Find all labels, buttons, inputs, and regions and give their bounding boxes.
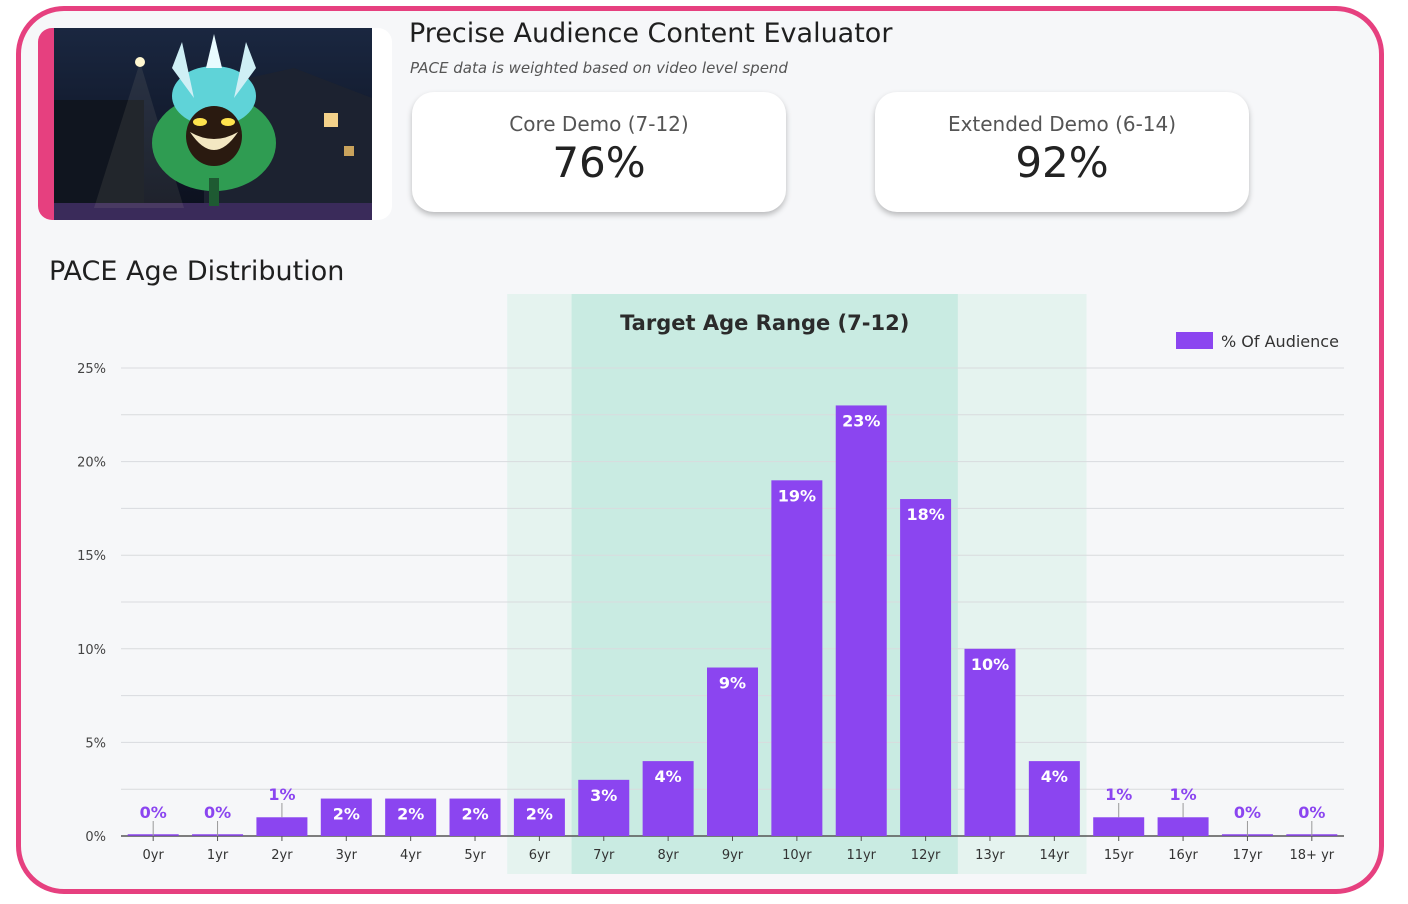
bar-10yr	[771, 480, 823, 836]
y-tick-label: 25%	[77, 362, 106, 377]
data-label-14yr: 4%	[1041, 767, 1068, 786]
thumbnail-image	[54, 28, 372, 220]
x-tick-label: 16yr	[1168, 848, 1198, 863]
kpi-extended-demo: Extended Demo (6-14) 92%	[875, 92, 1249, 212]
x-tick-label: 11yr	[846, 848, 876, 863]
bar-4yr	[385, 798, 437, 836]
y-tick-label: 15%	[77, 549, 106, 564]
x-tick-label: 7yr	[593, 848, 615, 863]
data-label-18+ yr: 0%	[1298, 803, 1325, 822]
x-tick-label: 10yr	[782, 848, 812, 863]
x-tick-label: 5yr	[464, 848, 486, 863]
x-tick-label: 6yr	[529, 848, 551, 863]
legend-label: % Of Audience	[1221, 332, 1339, 351]
legend-swatch	[1176, 332, 1213, 349]
bar-3yr	[320, 798, 372, 836]
x-tick-label: 12yr	[911, 848, 941, 863]
x-tick-label: 17yr	[1233, 848, 1263, 863]
y-tick-label: 10%	[77, 643, 106, 658]
bar-13yr	[964, 648, 1016, 836]
x-tick-label: 3yr	[336, 848, 358, 863]
data-label-16yr: 1%	[1169, 785, 1196, 804]
data-label-12yr: 18%	[906, 505, 944, 524]
bar-12yr	[900, 499, 952, 836]
x-tick-label: 0yr	[143, 848, 165, 863]
data-label-15yr: 1%	[1105, 785, 1132, 804]
kpi-extended-value: 92%	[1015, 138, 1109, 187]
data-label-11yr: 23%	[842, 411, 880, 430]
data-label-4yr: 2%	[397, 805, 424, 824]
data-label-13yr: 10%	[971, 655, 1009, 674]
kpi-extended-label: Extended Demo (6-14)	[947, 112, 1177, 136]
core-range-band	[571, 294, 958, 874]
data-label-3yr: 2%	[333, 805, 360, 824]
bar-7yr	[578, 779, 630, 836]
bar-2yr	[256, 817, 308, 836]
thumbnail-accent-bar	[38, 28, 54, 220]
bar-14yr	[1028, 761, 1080, 836]
data-label-6yr: 2%	[526, 805, 553, 824]
kpi-core-label: Core Demo (7-12)	[509, 112, 689, 136]
kpi-core-value: 76%	[552, 138, 646, 187]
bar-6yr	[513, 798, 565, 836]
x-tick-label: 1yr	[207, 848, 229, 863]
video-thumbnail[interactable]	[38, 28, 392, 220]
bar-11yr	[835, 405, 887, 836]
data-label-8yr: 4%	[655, 767, 682, 786]
x-tick-label: 9yr	[722, 848, 744, 863]
x-tick-label: 13yr	[975, 848, 1005, 863]
data-label-5yr: 2%	[461, 805, 488, 824]
data-label-0yr: 0%	[140, 803, 167, 822]
target-range-label: Target Age Range (7-12)	[620, 311, 909, 335]
page-subtitle: PACE data is weighted based on video lev…	[410, 59, 788, 77]
bar-5yr	[449, 798, 501, 836]
x-tick-label: 8yr	[657, 848, 679, 863]
page-title: Precise Audience Content Evaluator	[409, 18, 893, 49]
y-tick-label: 5%	[85, 736, 106, 751]
x-tick-label: 2yr	[271, 848, 293, 863]
data-label-1yr: 0%	[204, 803, 231, 822]
y-tick-label: 20%	[77, 456, 106, 471]
bar-8yr	[642, 761, 694, 836]
x-tick-label: 14yr	[1040, 848, 1070, 863]
data-label-10yr: 19%	[778, 486, 816, 505]
bar-9yr	[707, 667, 758, 836]
data-label-2yr: 1%	[268, 785, 295, 804]
bar-15yr	[1093, 817, 1145, 836]
data-label-17yr: 0%	[1234, 803, 1261, 822]
x-tick-label: 15yr	[1104, 848, 1134, 863]
x-tick-label: 4yr	[400, 848, 422, 863]
chart-title: PACE Age Distribution	[49, 256, 345, 287]
data-label-9yr: 9%	[719, 674, 746, 693]
y-tick-label: 0%	[85, 830, 106, 845]
x-tick-label: 18+ yr	[1290, 848, 1335, 863]
bar-16yr	[1157, 817, 1209, 836]
kpi-core-demo: Core Demo (7-12) 76%	[412, 92, 786, 212]
data-label-7yr: 3%	[590, 786, 617, 805]
